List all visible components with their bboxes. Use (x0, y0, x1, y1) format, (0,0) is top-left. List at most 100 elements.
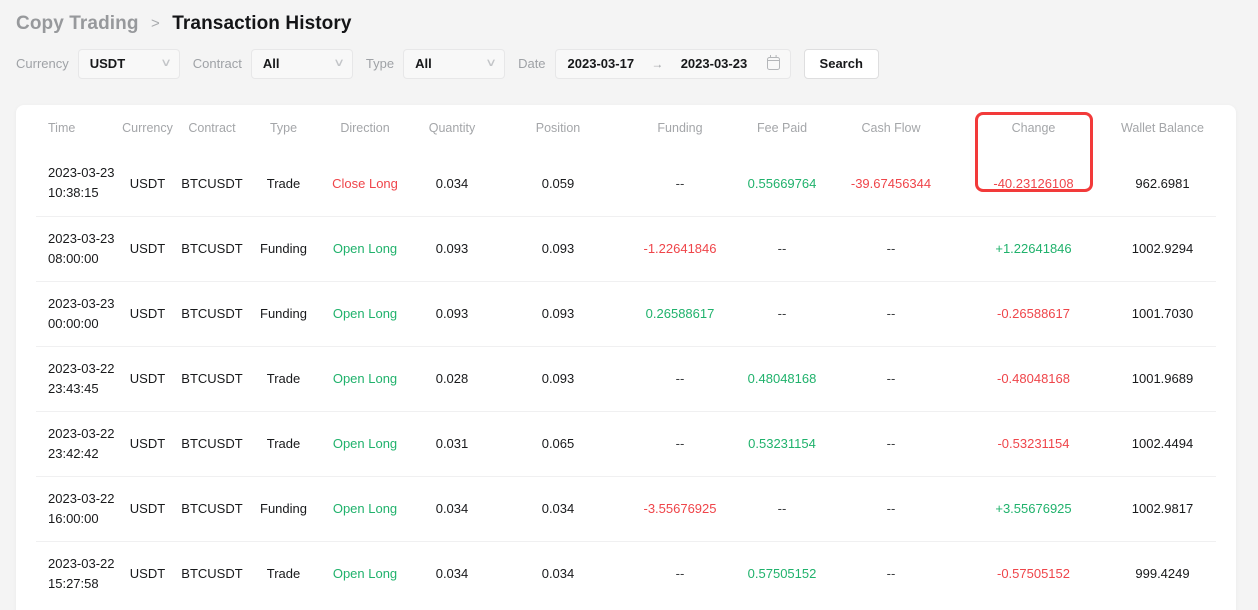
cell-funding: -- (620, 410, 740, 476)
column-header-quantity: Quantity (428, 121, 476, 135)
cell-position: 0.093 (496, 215, 620, 281)
cell-cash-flow: -- (824, 540, 958, 606)
cell-fee-paid: -- (740, 280, 824, 346)
chevron-down-icon: ∨ (332, 57, 345, 69)
column-header-currency: Currency (122, 121, 173, 135)
cell-time: 2023-03-22 23:42:42 (36, 410, 116, 476)
cell-change: -0.48048168 (958, 345, 1109, 411)
cell-quantity: 0.093 (408, 280, 496, 346)
table-row: 2023-03-23 00:00:00 USDT BTCUSDT Funding Open… (36, 280, 1216, 346)
cell-fee-paid: 0.57505152 (740, 540, 824, 606)
table-row: 2023-03-22 23:43:45 USDT BTCUSDT Trade Open L… (36, 345, 1216, 411)
cell-quantity: 0.034 (435, 175, 469, 191)
cell-direction: Close Long (332, 175, 398, 191)
column-header-fee-paid: Fee Paid (756, 121, 808, 135)
currency-select[interactable]: USDT ∨ (77, 48, 180, 79)
cell-change: +3.55676925 (958, 475, 1109, 541)
breadcrumb-copy-trading[interactable]: Copy Trading (16, 13, 139, 34)
table-row: 2023-03-23 10:38:15 USDT BTCUSDT Trade Close … (36, 151, 1216, 216)
type-select[interactable]: All ∨ (403, 48, 506, 79)
cell-direction: Open Long (322, 540, 408, 606)
date-label: Date (518, 56, 546, 71)
cell-funding: 0.26588617 (620, 280, 740, 346)
cell-change: -0.57505152 (958, 540, 1109, 606)
cell-direction: Open Long (322, 475, 408, 541)
search-button[interactable]: Search (803, 48, 879, 79)
column-header-time: Time (48, 121, 76, 135)
cell-fee-paid: 0.48048168 (740, 345, 824, 411)
cell-wallet-balance: 1002.9294 (1109, 215, 1216, 281)
column-header-contract: Contract (188, 121, 236, 135)
cell-funding: -3.55676925 (620, 475, 740, 541)
cell-change: -0.53231154 (958, 410, 1109, 476)
type-select-value: All (415, 56, 432, 71)
column-header-type: Type (269, 121, 298, 135)
cell-contract: BTCUSDT (179, 410, 245, 476)
cell-funding: -- (620, 345, 740, 411)
cell-type: Funding (245, 280, 322, 346)
cell-contract: BTCUSDT (179, 215, 245, 281)
table-row: 2023-03-22 15:27:58 USDT BTCUSDT Trade Open L… (36, 540, 1216, 606)
cell-position: 0.093 (496, 280, 620, 346)
cell-position: 0.065 (496, 410, 620, 476)
cell-direction: Open Long (322, 345, 408, 411)
cell-cash-flow: -- (824, 475, 958, 541)
cell-fee-paid: -- (740, 475, 824, 541)
table-row: 2023-03-22 23:42:42 USDT BTCUSDT Trade Open L… (36, 410, 1216, 476)
cell-funding: -- (675, 175, 685, 191)
cell-contract: BTCUSDT (179, 345, 245, 411)
cell-quantity: 0.093 (408, 215, 496, 281)
cell-direction: Open Long (322, 215, 408, 281)
cell-cash-flow: -- (824, 280, 958, 346)
cell-quantity: 0.034 (408, 540, 496, 606)
contract-select[interactable]: All ∨ (250, 48, 353, 79)
cell-time: 2023-03-22 23:43:45 (36, 345, 116, 411)
cell-change: +1.22641846 (958, 215, 1109, 281)
transaction-table-card: Time Currency Contract Type Direction Quantit… (16, 105, 1236, 610)
cell-cash-flow: -- (824, 345, 958, 411)
chevron-down-icon: ∨ (485, 57, 498, 69)
cell-contract: BTCUSDT (179, 475, 245, 541)
cell-position: 0.059 (541, 175, 575, 191)
cell-currency: USDT (116, 540, 179, 606)
date-start-value[interactable]: 2023-03-17 (567, 56, 635, 71)
breadcrumb-separator-icon: > (151, 15, 160, 32)
cell-fee-paid: -- (740, 215, 824, 281)
cell-contract: BTCUSDT (181, 175, 243, 191)
cell-position: 0.034 (496, 540, 620, 606)
cell-position: 0.034 (496, 475, 620, 541)
calendar-icon[interactable] (766, 54, 780, 70)
filter-bar: Currency USDT ∨ Contract All ∨ Type All … (0, 35, 1258, 79)
cell-quantity: 0.028 (408, 345, 496, 411)
cell-time: 2023-03-22 16:00:00 (36, 475, 116, 541)
cell-type: Funding (245, 475, 322, 541)
cell-wallet-balance: 1002.9817 (1109, 475, 1216, 541)
column-header-cash-flow: Cash Flow (861, 121, 921, 135)
cell-fee-paid: 0.53231154 (740, 410, 824, 476)
cell-quantity: 0.034 (408, 475, 496, 541)
table-header: Time Currency Contract Type Direction Quantit… (36, 105, 1216, 151)
cell-wallet-balance: 962.6981 (1135, 175, 1190, 191)
chevron-down-icon: ∨ (159, 57, 172, 69)
cell-currency: USDT (129, 175, 166, 191)
currency-label: Currency (16, 56, 69, 71)
cell-time: 2023-03-23 00:00:00 (36, 280, 116, 346)
currency-select-value: USDT (89, 56, 126, 71)
cell-cash-flow: -- (824, 215, 958, 281)
cell-currency: USDT (116, 410, 179, 476)
date-end-value[interactable]: 2023-03-23 (680, 56, 748, 71)
cell-time: 2023-03-22 15:27:58 (36, 540, 116, 606)
cell-currency: USDT (116, 215, 179, 281)
cell-quantity: 0.031 (408, 410, 496, 476)
column-header-position: Position (535, 121, 581, 135)
date-range-input[interactable]: 2023-03-17 → 2023-03-23 (554, 48, 791, 79)
column-header-direction: Direction (340, 121, 390, 135)
cell-change: -0.26588617 (958, 280, 1109, 346)
cell-type: Trade (245, 345, 322, 411)
cell-contract: BTCUSDT (179, 280, 245, 346)
transaction-table: Time Currency Contract Type Direction Quantit… (36, 105, 1216, 606)
cell-funding: -1.22641846 (620, 215, 740, 281)
cell-contract: BTCUSDT (179, 540, 245, 606)
table-row: 2023-03-22 16:00:00 USDT BTCUSDT Funding Open… (36, 475, 1216, 541)
cell-wallet-balance: 1002.4494 (1109, 410, 1216, 476)
